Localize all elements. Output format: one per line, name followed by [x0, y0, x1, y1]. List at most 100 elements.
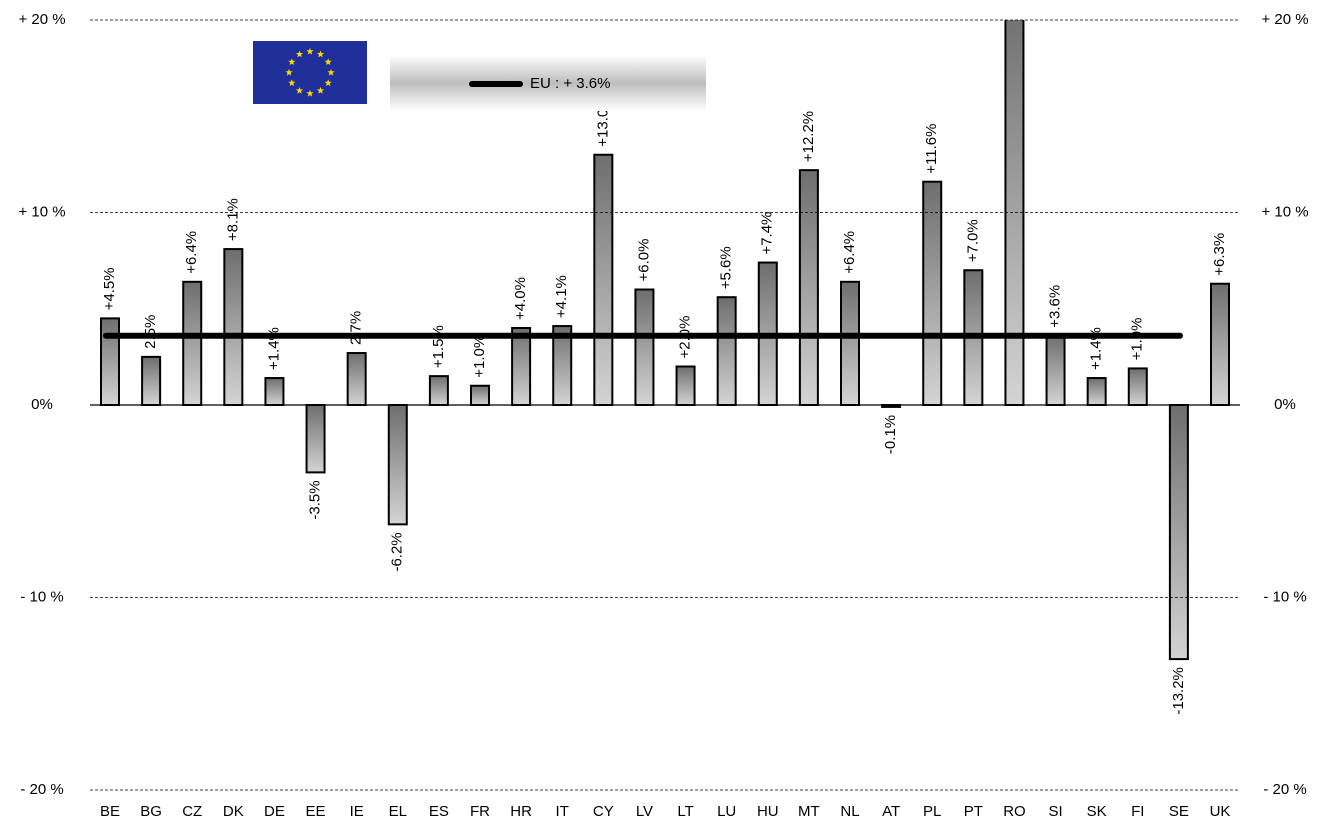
- bar: [1168, 404, 1189, 661]
- value-label: 2.7%: [348, 311, 365, 345]
- bar: [798, 169, 819, 406]
- bar: [1045, 334, 1066, 407]
- value-label: +1.0%: [471, 335, 488, 378]
- value-label: +11.6%: [923, 124, 940, 174]
- y-tick-label: 0%: [31, 396, 53, 413]
- bar: [922, 180, 943, 406]
- flag-star: [306, 47, 314, 55]
- flag-star: [316, 86, 325, 94]
- bar: [182, 280, 203, 406]
- x-tick-label: IE: [350, 803, 364, 820]
- bar: [100, 317, 120, 406]
- y2-tick-label: + 20 %: [1261, 11, 1308, 28]
- x-tick-label: FR: [470, 803, 490, 820]
- x-tick-label: UK: [1210, 803, 1231, 820]
- value-label: +7.0%: [964, 219, 981, 262]
- value-label: +1.5%: [430, 325, 447, 368]
- bar: [264, 377, 285, 406]
- flag-star: [288, 79, 296, 87]
- x-tick-label: PT: [964, 803, 983, 820]
- value-label: -13.2%: [1170, 667, 1187, 715]
- value-label: +3.6%: [1047, 285, 1064, 328]
- x-tick-label: SK: [1087, 803, 1107, 820]
- value-label: +8.1%: [224, 198, 241, 241]
- y-tick-label: + 20 %: [18, 11, 65, 28]
- x-tick-label: FI: [1131, 803, 1144, 820]
- bar: [141, 355, 162, 406]
- value-label: +4.1%: [553, 275, 570, 318]
- x-tick-label: EL: [389, 803, 407, 820]
- bar: [716, 296, 737, 407]
- value-label: +12.2%: [800, 111, 817, 162]
- bar: [675, 365, 696, 406]
- x-tick-label: LU: [717, 803, 736, 820]
- x-tick-label: NL: [840, 803, 859, 820]
- bar: [840, 280, 860, 406]
- flag-star: [327, 68, 335, 76]
- x-tick-label: BE: [100, 803, 120, 820]
- value-label: +7.4%: [759, 212, 776, 255]
- y2-tick-label: + 10 %: [1261, 203, 1308, 220]
- y2-tick-label: - 10 %: [1263, 588, 1306, 605]
- bar: [1127, 367, 1148, 406]
- value-label: +6.0%: [635, 239, 652, 282]
- flag-star: [316, 50, 325, 58]
- bar: [346, 352, 367, 406]
- x-tick-label: DE: [264, 803, 285, 820]
- x-tick-label: BG: [140, 803, 162, 820]
- x-tick-label: ES: [429, 803, 449, 820]
- x-tick-label: HU: [757, 803, 779, 820]
- legend-label: EU : + 3.6%: [530, 75, 610, 92]
- x-tick-label: MT: [798, 803, 820, 820]
- bar: [387, 404, 408, 526]
- x-tick-label: RO: [1003, 803, 1026, 820]
- bar: [305, 404, 326, 474]
- y2-tick-label: - 20 %: [1263, 781, 1306, 798]
- flag-star: [295, 50, 304, 58]
- bar: [1210, 282, 1230, 407]
- value-label: +6.4%: [183, 231, 200, 274]
- x-tick-label: PL: [923, 803, 941, 820]
- x-tick-label: SE: [1169, 803, 1189, 820]
- bar: [593, 153, 614, 406]
- y-tick-label: + 10 %: [18, 203, 65, 220]
- flag-star: [295, 86, 304, 94]
- value-label: +5.6%: [718, 246, 735, 289]
- value-label: +4.0%: [512, 277, 529, 320]
- legend: EU : + 3.6%: [469, 75, 610, 92]
- value-label: -6.2%: [389, 532, 406, 571]
- y2-tick-label: 0%: [1274, 396, 1296, 413]
- value-label: +6.4%: [841, 231, 858, 274]
- x-tick-label: AT: [882, 803, 900, 820]
- flag-star: [324, 79, 332, 87]
- x-tick-label: LT: [677, 803, 693, 820]
- y-tick-label: - 20 %: [20, 781, 63, 798]
- flag-star: [285, 68, 293, 76]
- bar: [428, 375, 449, 406]
- bar: [223, 248, 244, 406]
- legend-box: [390, 55, 706, 111]
- x-tick-label: CY: [593, 803, 614, 820]
- x-tick-label: SI: [1048, 803, 1062, 820]
- value-label: +4.5%: [101, 267, 118, 310]
- bar: [511, 327, 532, 406]
- x-tick-label: IT: [556, 803, 569, 820]
- bar: [1086, 377, 1107, 406]
- x-tick-label: LV: [636, 803, 653, 820]
- value-label: +1.9%: [1129, 317, 1146, 360]
- y-tick-label: - 10 %: [20, 588, 63, 605]
- value-label: 2.5%: [142, 315, 159, 349]
- value-label: -3.5%: [307, 480, 324, 519]
- flag-star: [306, 89, 314, 97]
- x-tick-label: HR: [510, 803, 532, 820]
- eu-flag: [253, 41, 367, 104]
- flag-star: [288, 58, 296, 66]
- x-tick-label: CZ: [182, 803, 202, 820]
- flag-star: [324, 58, 332, 66]
- value-label: -0.1%: [882, 415, 899, 454]
- bar: [634, 288, 655, 406]
- bar: [470, 384, 490, 406]
- value-label: +6.3%: [1211, 233, 1228, 276]
- bar: [1004, 20, 1025, 406]
